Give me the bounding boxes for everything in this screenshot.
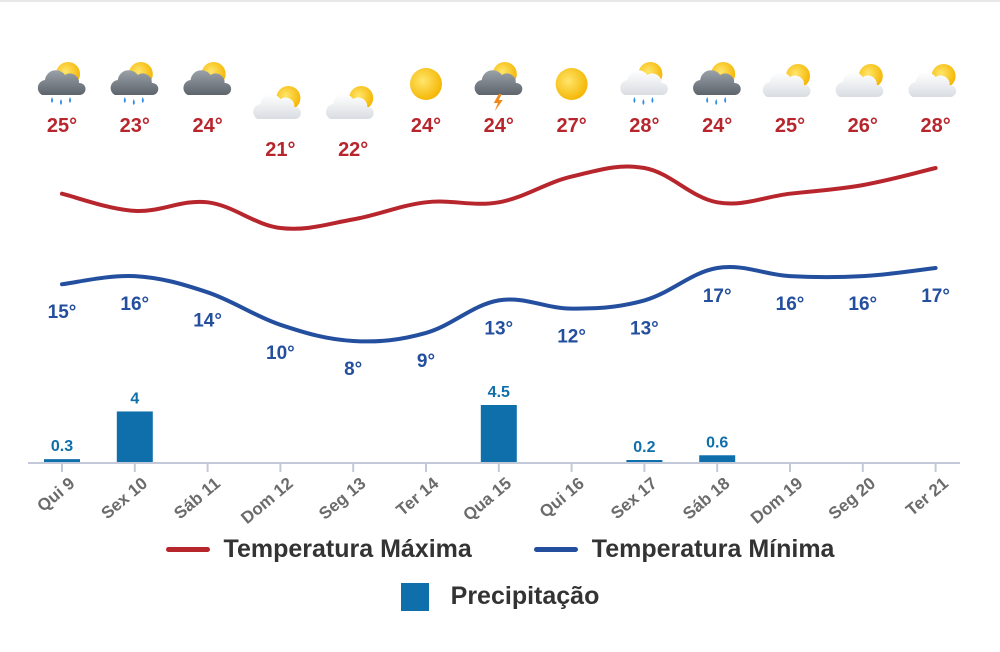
legend-item-precip: Precipitação [400,582,600,611]
x-tick-label: Seg 20 [825,474,879,524]
legend-swatch-min [533,547,578,552]
x-tick-label: Sex 17 [607,474,660,523]
x-tick-label: Dom 12 [237,474,296,528]
precip-label: 0.3 [51,438,73,455]
min-temp-label: 16° [776,294,805,315]
precip-bar [626,460,663,463]
min-temp-label: 13° [630,318,659,339]
precip-bar [480,405,517,463]
max-temp-label: 28° [629,115,659,137]
max-temp-label: 25° [775,115,805,137]
x-tick-label: Sáb 18 [679,474,733,524]
min-temp-label: 16° [120,294,149,315]
rain-light-cloud-sun-icon [620,62,668,105]
x-tick-label: Seg 13 [315,474,369,524]
partly-cloudy-icon [908,64,957,97]
max-temp-label: 22° [338,139,368,161]
max-temp-label: 23° [120,115,150,137]
legend-row-2: Precipitação [0,582,1000,611]
min-temp-label: 14° [193,310,222,331]
legend-swatch-max [165,547,210,552]
rain-cloud-sun-icon [692,62,741,105]
legend-swatch-precip [400,582,429,611]
x-tick-label: Dom 19 [747,474,806,528]
max-temp-label: 24° [484,115,514,137]
partly-cloudy-icon [762,64,811,97]
precip-label: 4 [130,390,139,407]
legend-label-precip: Precipitação [450,582,600,610]
min-temp-line [60,265,938,344]
x-tick-label: Qui 9 [34,474,79,516]
sun-icon [555,68,588,100]
rain-cloud-sun-icon [37,62,86,105]
max-temp-label: 26° [848,115,878,137]
max-temp-line [60,164,938,231]
legend-label-max: Temperatura Máxima [223,535,472,563]
partly-cloudy-icon [325,86,374,119]
x-tick-label: Sáb 11 [170,474,223,523]
min-temp-label: 17° [921,286,950,307]
precip-label: 0.6 [706,434,728,451]
min-temp-label: 13° [484,318,513,339]
legend-label-min: Temperatura Mínima [591,535,835,563]
max-temp-label: 24° [702,115,732,137]
cloud-sun-icon [183,62,232,95]
precip-bar [44,459,80,463]
min-temp-label: 15° [48,302,77,323]
precip-label: 0.2 [633,439,655,456]
max-temp-label: 24° [192,115,222,137]
rain-cloud-sun-icon [110,62,159,105]
min-temp-label: 8° [344,359,362,380]
max-temp-label: 27° [556,115,586,137]
precip-bar [116,411,153,463]
min-temp-label: 12° [557,327,586,348]
x-tick-label: Qua 15 [459,474,515,525]
sun-icon [410,68,442,100]
max-temp-label: 21° [265,139,295,161]
legend-row-1: Temperatura Máxima Temperatura Mínima [0,535,1000,564]
max-temp-label: 28° [920,115,950,137]
top-divider [0,0,1000,2]
precip-label: 4.5 [488,384,510,401]
min-temp-label: 10° [266,343,295,364]
min-temp-label: 16° [848,294,877,315]
legend-item-min: Temperatura Mínima [533,535,835,564]
partly-cloudy-icon [253,86,301,119]
x-tick-label: Ter 21 [902,474,952,520]
legend-item-max: Temperatura Máxima [165,535,472,564]
max-temp-label: 25° [47,115,77,137]
storm-cloud-sun-icon [474,62,523,111]
x-tick-label: Qui 16 [536,474,588,522]
precip-bar [699,455,736,463]
x-tick-label: Ter 14 [393,473,443,519]
min-temp-label: 9° [417,351,435,372]
max-temp-label: 24° [411,115,441,137]
min-temp-label: 17° [703,286,732,307]
partly-cloudy-icon [835,64,884,97]
x-tick-label: Sex 10 [98,474,151,523]
